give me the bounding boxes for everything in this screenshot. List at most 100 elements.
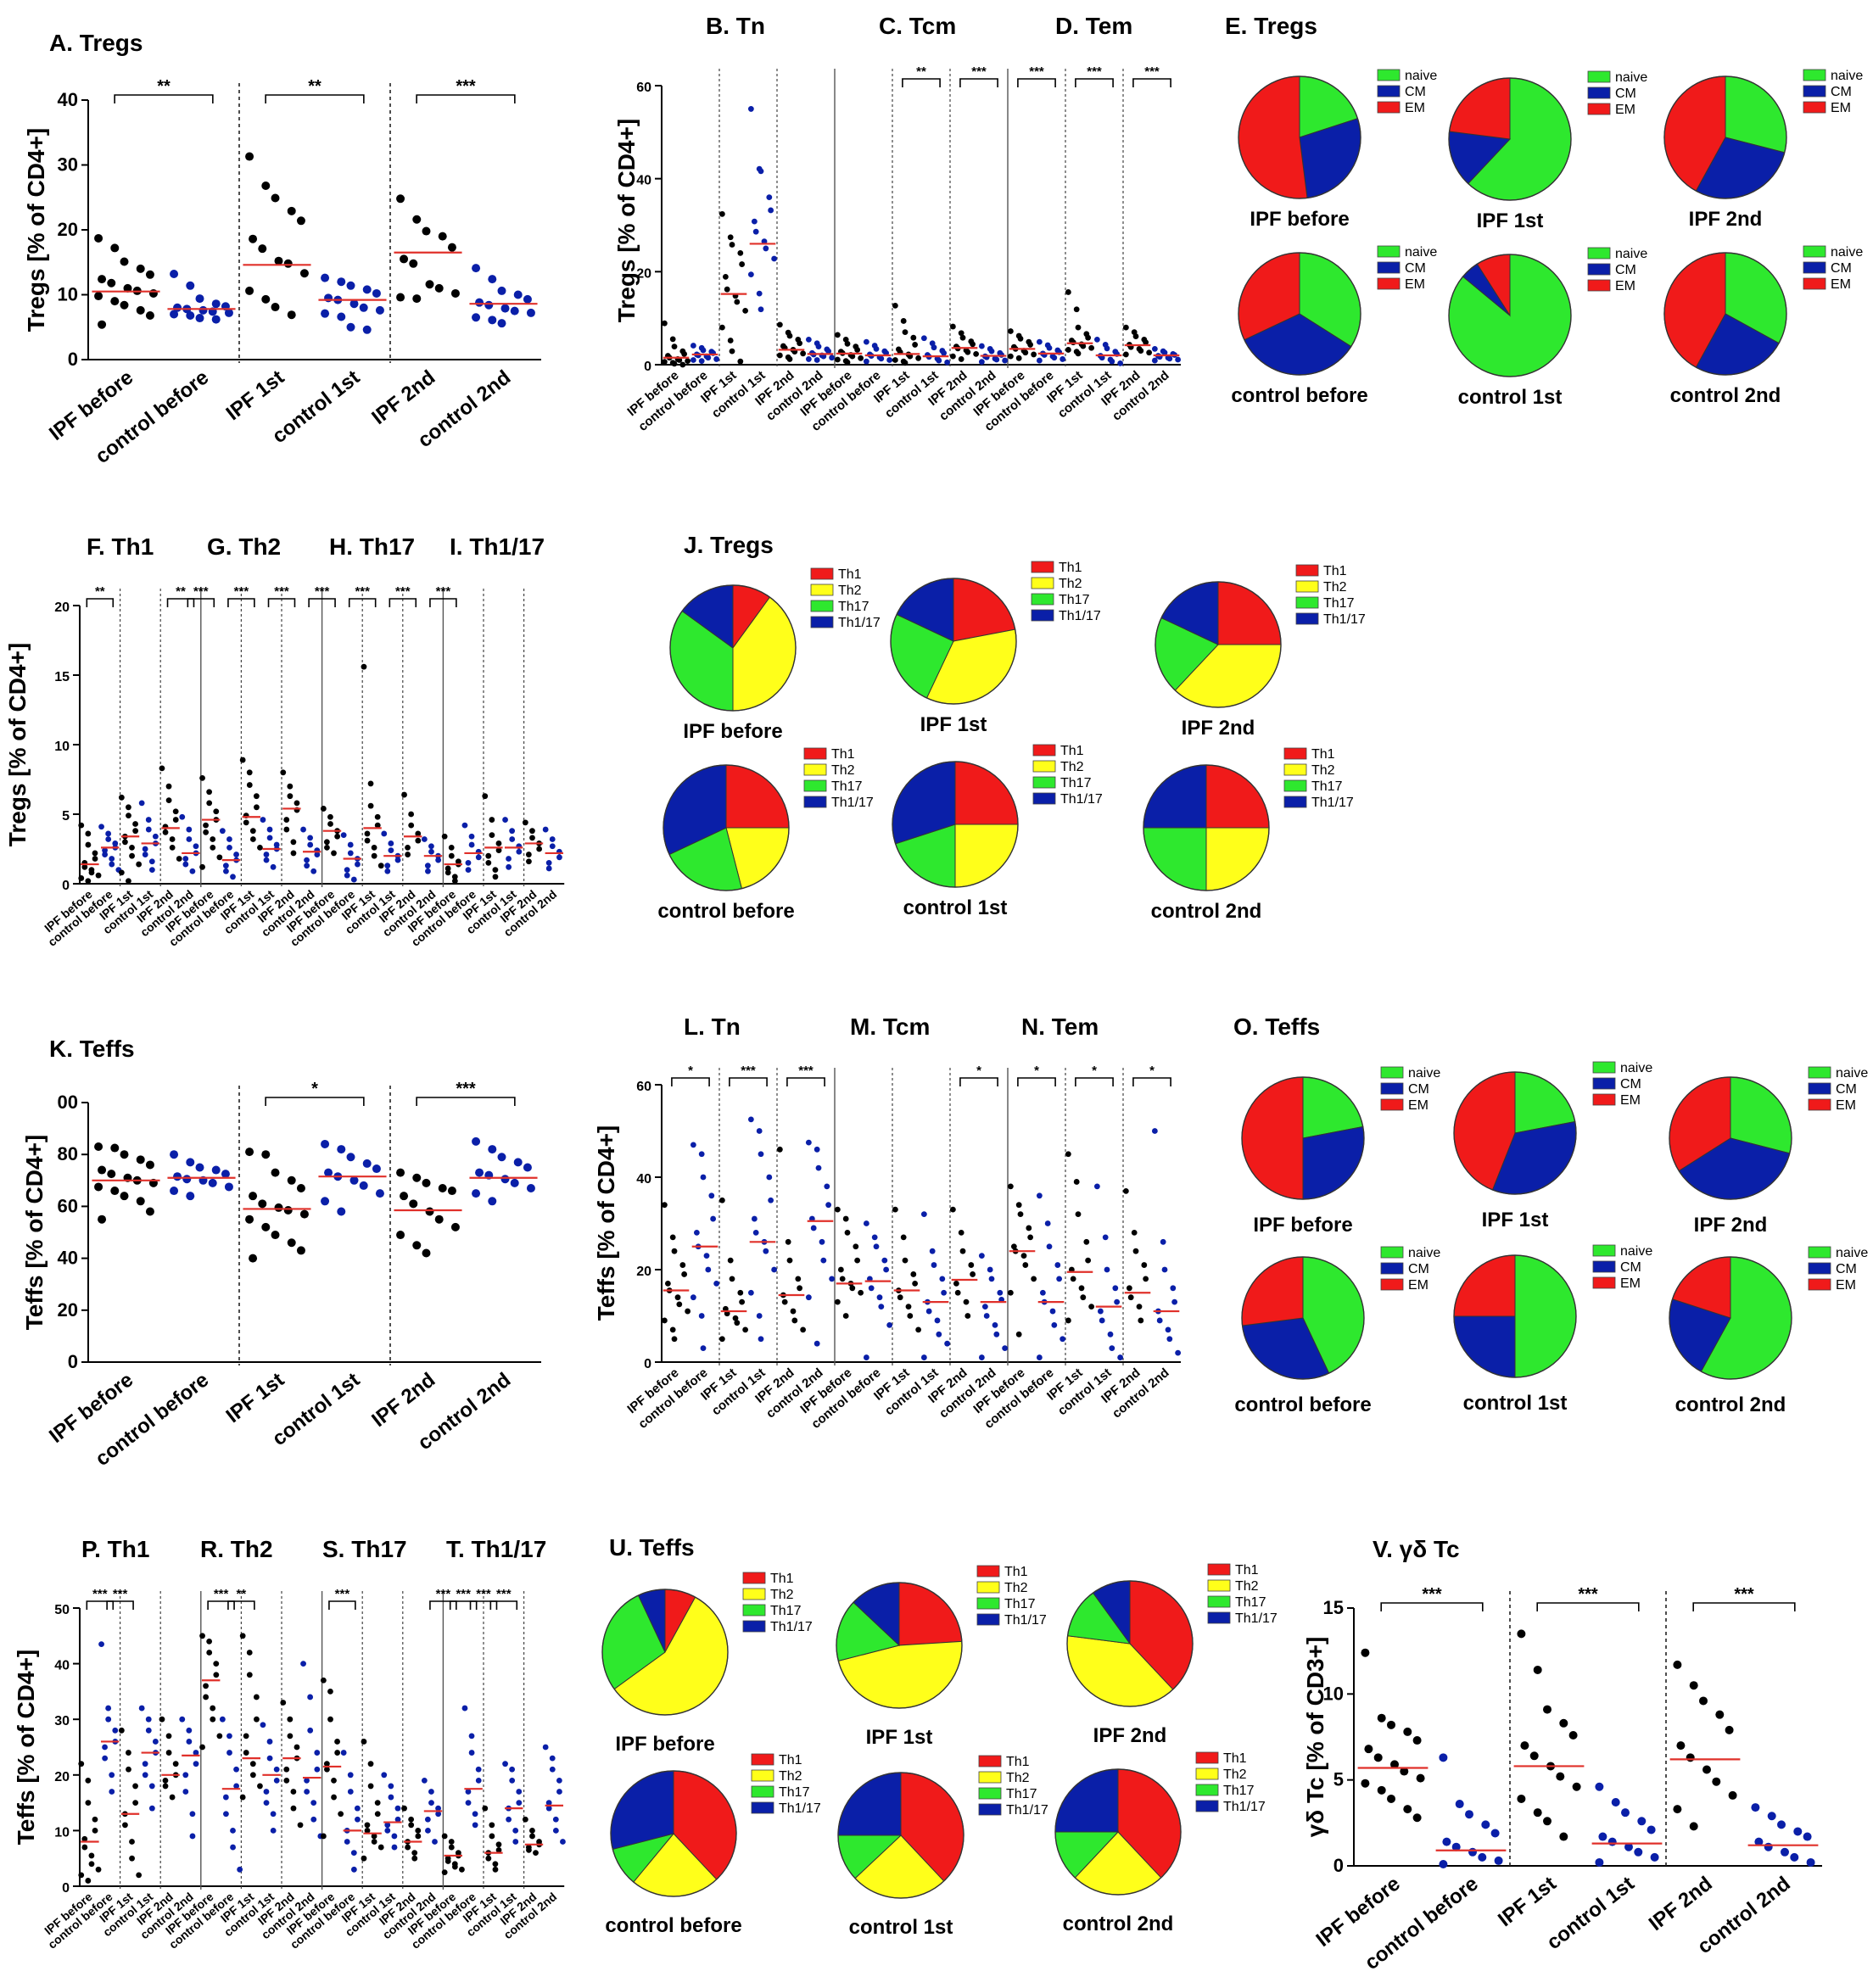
data-point	[854, 1257, 861, 1264]
data-point	[364, 837, 371, 844]
data-point	[199, 1633, 205, 1639]
pie-slice	[1514, 1254, 1577, 1378]
data-point	[819, 1238, 825, 1245]
data-point	[249, 1772, 256, 1779]
data-point	[1083, 1238, 1090, 1245]
data-point	[1175, 1349, 1182, 1356]
data-point	[249, 836, 256, 842]
data-point	[465, 867, 472, 873]
data-point	[681, 350, 688, 357]
data-point	[485, 1855, 492, 1862]
data-point	[274, 1203, 283, 1212]
pie-slice	[954, 761, 1019, 825]
legend-label: Th2	[1060, 760, 1084, 774]
data-point	[206, 800, 213, 807]
data-point	[253, 793, 260, 800]
data-point	[876, 1294, 883, 1301]
data-point	[549, 1755, 556, 1762]
data-point	[165, 797, 172, 803]
significance-label: *	[1092, 1064, 1097, 1078]
data-point	[148, 1783, 155, 1790]
data-point	[310, 1816, 317, 1823]
legend-label: CM	[1615, 87, 1636, 101]
legend-label: Th17	[1060, 776, 1092, 790]
significance-bracket	[328, 1600, 356, 1610]
legend-swatch	[1032, 792, 1056, 805]
data-point	[271, 193, 280, 203]
data-point	[892, 1206, 898, 1213]
data-point	[435, 1811, 442, 1818]
data-point	[1085, 334, 1092, 341]
data-point	[159, 1716, 165, 1723]
data-point	[371, 1839, 377, 1845]
data-point	[1109, 1345, 1115, 1352]
data-point	[1621, 1808, 1630, 1818]
data-point	[758, 168, 764, 175]
data-point	[988, 1276, 995, 1282]
legend-swatch	[1587, 279, 1611, 292]
significance-label: ***	[496, 1587, 512, 1601]
legend-label: CM	[1831, 261, 1852, 276]
data-point	[92, 1816, 98, 1823]
data-point	[920, 335, 927, 342]
significance-label: ***	[1422, 1585, 1442, 1604]
significance-bracket	[1380, 1602, 1484, 1611]
pie-slice	[1449, 77, 1511, 140]
data-point	[1166, 355, 1173, 362]
data-point	[700, 347, 707, 354]
legend-swatch	[751, 1753, 774, 1766]
data-point	[929, 1248, 936, 1254]
data-point	[287, 310, 296, 320]
data-point	[1015, 355, 1022, 361]
data-point	[310, 868, 317, 874]
data-point	[381, 1772, 388, 1779]
significance-label: ***	[1578, 1585, 1598, 1604]
legend-label: naive	[1620, 1061, 1652, 1075]
data-point	[669, 1234, 676, 1241]
data-point	[377, 1844, 384, 1851]
data-point	[384, 868, 391, 874]
data-point	[132, 1800, 139, 1807]
pie-outline	[837, 1772, 964, 1899]
data-point	[737, 250, 744, 256]
data-point	[102, 1755, 109, 1762]
data-point	[263, 1800, 270, 1807]
data-point	[1143, 339, 1149, 346]
data-point	[560, 1839, 566, 1845]
legend-swatch	[1207, 1563, 1231, 1576]
data-point	[438, 232, 447, 241]
data-point	[340, 832, 347, 838]
legend-label: naive	[1836, 1246, 1868, 1260]
data-point	[1533, 1808, 1542, 1818]
data-point	[1136, 1304, 1143, 1310]
pie-slice	[1238, 75, 1308, 199]
y-tick-label: 5	[62, 809, 70, 824]
data-point	[1481, 1820, 1490, 1829]
data-point	[98, 824, 104, 830]
data-point	[529, 1833, 535, 1840]
data-point	[863, 338, 869, 345]
data-point	[758, 1151, 764, 1158]
significance-label: *	[1034, 1064, 1039, 1078]
data-point	[1027, 1234, 1034, 1241]
data-point	[1036, 1192, 1043, 1199]
legend-swatch	[1803, 101, 1826, 114]
data-point	[805, 336, 812, 343]
data-point	[110, 1187, 120, 1196]
data-point	[81, 863, 88, 870]
legend-label: Th1	[1323, 564, 1347, 578]
data-point	[1107, 1331, 1114, 1337]
panel-title: T. Th1/17	[446, 1536, 546, 1562]
data-point	[513, 290, 523, 299]
legend-label: Th1/17	[779, 1801, 821, 1816]
data-point	[249, 234, 258, 243]
data-point	[394, 1816, 401, 1823]
data-point	[307, 835, 314, 841]
data-point	[1007, 328, 1014, 334]
data-point	[347, 841, 354, 848]
data-point	[271, 1168, 280, 1177]
data-point	[280, 1700, 287, 1706]
legend-label: Th1	[838, 567, 862, 582]
significance-label: ***	[798, 1064, 813, 1078]
data-point	[266, 1739, 273, 1745]
